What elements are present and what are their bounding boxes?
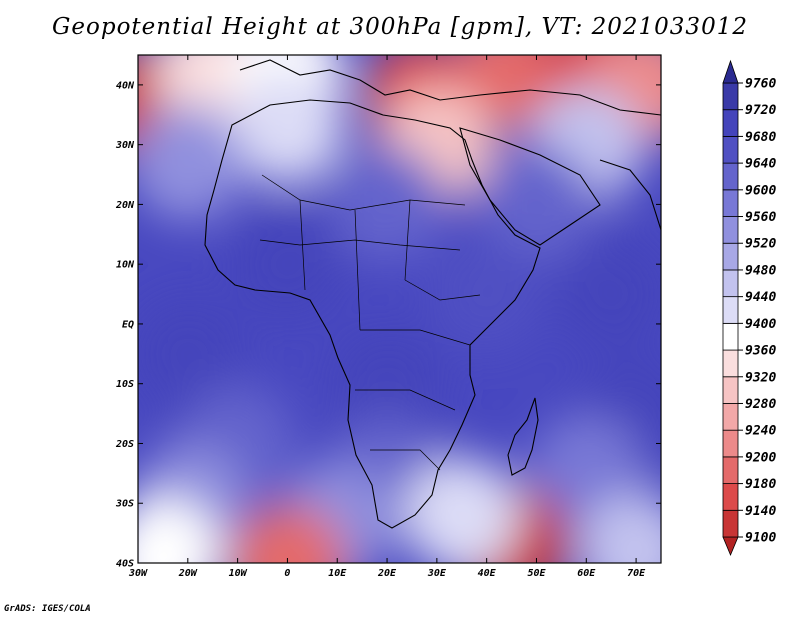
colorbar-label: 9320 [745, 370, 776, 385]
colorbar-swatch [722, 109, 739, 137]
colorbar-label: 9600 [745, 183, 776, 198]
y-tick-label: 20N [115, 200, 135, 211]
europe-coastline [239, 59, 661, 116]
colorbar-swatch [722, 269, 739, 298]
colorbar-swatch [722, 376, 739, 404]
colorbar-label: 9140 [745, 504, 776, 519]
field-sample [229, 505, 346, 563]
colorbar-swatch [722, 322, 739, 351]
chart-title: Geopotential Height at 300hPa [gpm], VT:… [52, 14, 748, 40]
colorbar-max-arrow [722, 59, 739, 84]
colorbar-label: 9240 [745, 424, 776, 439]
grads-credit: GrADS: IGES/COLA [4, 604, 91, 614]
colorbar-label: 9100 [745, 531, 776, 546]
field-sample [138, 295, 246, 412]
colorbar-swatch [722, 189, 739, 217]
y-tick-label: 10N [116, 260, 135, 271]
colorbar-label: 9360 [745, 344, 776, 359]
colorbar-swatch [722, 509, 739, 538]
colorbar: 9100 9140 9180 9200 9240 9280 9320 9360 9400 9440… [722, 59, 776, 557]
arabia-coastline [459, 127, 601, 246]
y-axis-ticks: 40N 30N 20N 10N EQ 10S 20S 30S 40S [115, 80, 661, 570]
colorbar-label: 9760 [745, 77, 776, 92]
x-tick-label: 0 [284, 568, 290, 579]
colorbar-label: 9180 [745, 477, 776, 492]
field-sample [229, 206, 346, 323]
field-sample [138, 499, 221, 563]
colorbar-swatch [722, 82, 739, 111]
x-tick-label: 70E [627, 568, 646, 579]
colorbar-label: 9680 [745, 130, 776, 145]
colorbar-label: 9520 [745, 237, 776, 252]
field-sample [138, 104, 246, 221]
height-field [138, 55, 661, 563]
colorbar-label: 9560 [745, 210, 776, 225]
x-tick-label: 30E [427, 568, 447, 579]
field-sample [478, 146, 595, 263]
colorbar-swatch [722, 429, 739, 458]
y-tick-label: 20S [115, 439, 134, 450]
india-coastline [599, 159, 661, 231]
plot-frame [137, 54, 662, 564]
colorbar-swatch [722, 216, 739, 244]
colorbar-swatch [722, 456, 739, 484]
madagascar-coastline [507, 397, 539, 476]
field-sample [403, 457, 520, 563]
x-tick-label: 20E [377, 568, 397, 579]
colorbar-label: 9400 [745, 317, 776, 332]
y-tick-label: EQ [122, 319, 134, 330]
x-tick-label: 40E [478, 568, 497, 579]
colorbar-label: 9640 [745, 157, 776, 172]
colorbar-label: 9280 [745, 397, 776, 412]
field-sample [329, 146, 446, 263]
y-tick-label: 30N [115, 140, 135, 151]
x-tick-label: 10E [328, 568, 347, 579]
colorbar-min-arrow [722, 536, 739, 557]
plot-area: 30W 20W 10W 0 10E 20E 30E 40E 50E 60E 70E 40N 30N 20… [115, 54, 662, 579]
field-sample [428, 236, 545, 353]
x-axis-ticks: 30W 20W 10W 0 10E 20E 30E 40E 50E 60E 70E [128, 55, 646, 579]
x-tick-label: 60E [577, 568, 596, 579]
y-tick-label: 30S [115, 499, 134, 510]
colorbar-label: 9720 [745, 103, 776, 118]
field-sample [553, 236, 661, 353]
x-tick-label: 30W [128, 568, 148, 579]
x-tick-label: 50E [527, 568, 546, 579]
colorbar-label: 9200 [745, 450, 776, 465]
x-tick-label: 10W [229, 568, 248, 579]
colorbar-label: 9480 [745, 263, 776, 278]
x-tick-label: 20W [178, 568, 198, 579]
y-tick-label: 10S [116, 379, 134, 390]
colorbar-swatch [722, 403, 739, 431]
field-sample [229, 68, 346, 185]
colorbar-swatch [722, 242, 739, 271]
y-tick-label: 40S [116, 559, 134, 570]
colorbar-swatch [722, 136, 739, 164]
country-borders [259, 174, 481, 471]
colorbar-label: 9440 [745, 290, 776, 305]
field-sample [329, 325, 446, 442]
coastline-overlay [204, 59, 661, 529]
colorbar-swatch [722, 296, 739, 324]
colorbar-swatch [722, 162, 739, 191]
colorbar-swatch [722, 483, 739, 511]
colorbar-swatch [722, 349, 739, 378]
field-sample [578, 493, 661, 563]
field-samples [138, 55, 661, 563]
y-tick-label: 40N [116, 80, 135, 91]
